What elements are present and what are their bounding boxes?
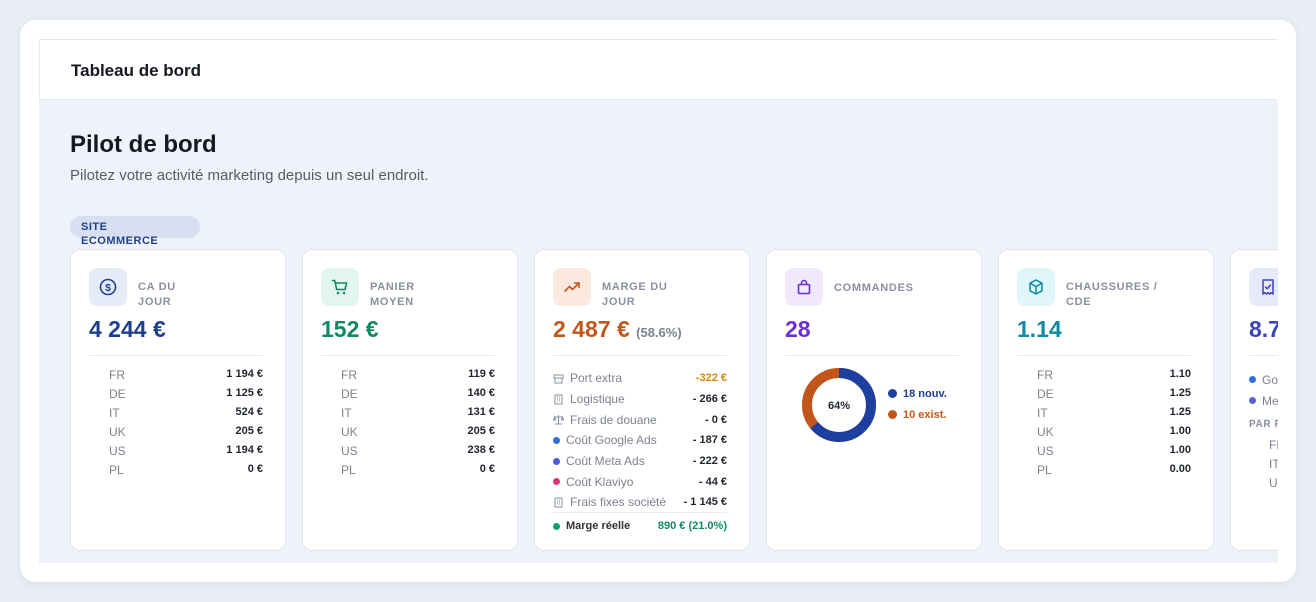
table-row: DE 140 € bbox=[341, 387, 495, 401]
table-row: PL 0 € bbox=[341, 463, 495, 477]
list-item: Frais de douane - 0 € bbox=[553, 409, 727, 430]
svg-text:$: $ bbox=[105, 282, 111, 294]
page-subtitle: Pilotez votre activité marketing depuis … bbox=[70, 167, 429, 184]
list-item: Me bbox=[1249, 390, 1278, 411]
card-marge-jour[interactable]: MARGE DU JOUR 2 487 € (58.6%) Port extra … bbox=[534, 249, 750, 551]
channel-list: Go Me bbox=[1249, 369, 1278, 411]
section-badge-line1: SITE bbox=[81, 221, 108, 233]
page-title: Pilot de bord bbox=[70, 131, 217, 158]
card-partial[interactable]: 8.7 Go Me PAR P FR IT US bbox=[1230, 249, 1278, 551]
country-breakdown: FR 1 194 € DE 1 125 € IT 524 € UK 205 € US 1 … bbox=[109, 368, 263, 482]
cost-breakdown: Port extra -322 € Logistique - 266 € Fra… bbox=[553, 368, 727, 513]
table-row: US 1 194 € bbox=[109, 444, 263, 458]
building-icon bbox=[554, 394, 563, 405]
table-row: US bbox=[1269, 476, 1278, 490]
table-row: DE 1.25 bbox=[1037, 387, 1191, 401]
table-row: IT bbox=[1269, 457, 1278, 471]
table-row: IT 524 € bbox=[109, 406, 263, 420]
cube-icon bbox=[1017, 268, 1055, 306]
list-item: Go bbox=[1249, 369, 1278, 390]
table-row: DE 1 125 € bbox=[109, 387, 263, 401]
box-outline-icon bbox=[553, 374, 564, 384]
status-dot bbox=[553, 522, 560, 530]
cart-icon bbox=[321, 268, 359, 306]
header-title: Tableau de bord bbox=[71, 61, 202, 80]
list-item: Coût Klaviyo - 44 € bbox=[553, 471, 727, 492]
donut-legend: 18 nouv. 10 exist. bbox=[888, 383, 947, 425]
divider bbox=[553, 355, 727, 356]
list-item: Frais fixes société - 1 145 € bbox=[553, 492, 727, 513]
legend-item-new: 18 nouv. bbox=[888, 383, 947, 404]
dollar-icon: $ bbox=[89, 268, 127, 306]
card-value: 4 244 € bbox=[89, 316, 166, 342]
card-label: MARGE DU JOUR bbox=[602, 281, 668, 308]
country-breakdown: FR 1.10 DE 1.25 IT 1.25 UK 1.00 US 1.00 PL 0.0… bbox=[1037, 368, 1191, 482]
table-row: IT 131 € bbox=[341, 406, 495, 420]
legend-item-existing: 10 exist. bbox=[888, 404, 947, 425]
divider bbox=[1249, 419, 1278, 420]
card-commandes[interactable]: COMMANDES 28 64% 18 nouv. 10 exist. bbox=[766, 249, 982, 551]
table-row: FR bbox=[1269, 438, 1278, 452]
app-window: Tableau de bord Pilot de bord Pilotez vo… bbox=[20, 20, 1296, 582]
card-value: 8.7 bbox=[1249, 316, 1278, 342]
divider bbox=[1017, 355, 1191, 356]
divider bbox=[321, 355, 495, 356]
card-value: 152 € bbox=[321, 316, 379, 342]
table-row: FR 1.10 bbox=[1037, 368, 1191, 382]
section-badge-line2: ECOMMERCE bbox=[81, 235, 159, 247]
table-row: PL 0 € bbox=[109, 463, 263, 477]
card-value: 28 bbox=[785, 316, 811, 342]
card-value: 1.14 bbox=[1017, 316, 1062, 342]
building-icon bbox=[554, 497, 563, 508]
divider bbox=[553, 512, 727, 513]
table-row: US 238 € bbox=[341, 444, 495, 458]
table-row: US 1.00 bbox=[1037, 444, 1191, 458]
table-row: PL 0.00 bbox=[1037, 463, 1191, 477]
meta-ads-dot bbox=[553, 457, 560, 465]
table-row: UK 205 € bbox=[341, 425, 495, 439]
bag-icon bbox=[785, 268, 823, 306]
country-breakdown: FR 119 € DE 140 € IT 131 € UK 205 € US 238 € … bbox=[341, 368, 495, 482]
divider bbox=[785, 355, 959, 356]
klaviyo-dot bbox=[553, 478, 560, 486]
card-label: PANIER MOYEN bbox=[370, 281, 415, 308]
divider bbox=[89, 355, 263, 356]
table-row: IT 1.25 bbox=[1037, 406, 1191, 420]
subheader: PAR P bbox=[1249, 419, 1278, 430]
list-item: Coût Meta Ads - 222 € bbox=[553, 451, 727, 472]
margin-percent: (58.6%) bbox=[636, 325, 682, 340]
list-item: Coût Google Ads - 187 € bbox=[553, 430, 727, 451]
table-row: FR 1 194 € bbox=[109, 368, 263, 382]
card-value: 2 487 € (58.6%) bbox=[553, 316, 682, 342]
top-bar: Tableau de bord bbox=[39, 39, 1278, 100]
table-row: UK 205 € bbox=[109, 425, 263, 439]
card-chaussures-cde[interactable]: CHAUSSURES / CDE 1.14 FR 1.10 DE 1.25 IT 1.2… bbox=[998, 249, 1214, 551]
table-row: FR 119 € bbox=[341, 368, 495, 382]
trend-up-icon bbox=[553, 268, 591, 306]
card-label: CHAUSSURES / CDE bbox=[1066, 281, 1158, 308]
scale-icon bbox=[553, 415, 564, 425]
donut-center-label: 64% bbox=[828, 400, 850, 412]
divider bbox=[1249, 355, 1278, 356]
main-content: Pilot de bord Pilotez votre activité mar… bbox=[39, 100, 1278, 563]
country-breakdown: FR IT US bbox=[1269, 438, 1278, 495]
card-panier-moyen[interactable]: PANIER MOYEN 152 € FR 119 € DE 140 € IT 131 … bbox=[302, 249, 518, 551]
dashboard-frame: Tableau de bord Pilot de bord Pilotez vo… bbox=[39, 39, 1278, 563]
marge-reelle-row: Marge réelle 890 € (21.0%) bbox=[553, 520, 727, 532]
table-row: UK 1.00 bbox=[1037, 425, 1191, 439]
section-badge: SITE ECOMMERCE bbox=[70, 216, 200, 247]
google-ads-dot bbox=[553, 436, 560, 444]
orders-donut-chart: 64% bbox=[802, 368, 876, 442]
card-label: CA DU JOUR bbox=[138, 281, 176, 308]
card-ca-jour[interactable]: $ CA DU JOUR 4 244 € FR 1 194 € DE 1 125 € … bbox=[70, 249, 286, 551]
list-item: Port extra -322 € bbox=[553, 368, 727, 389]
card-label: COMMANDES bbox=[834, 282, 914, 294]
list-item: Logistique - 266 € bbox=[553, 389, 727, 410]
receipt-icon bbox=[1249, 268, 1278, 306]
